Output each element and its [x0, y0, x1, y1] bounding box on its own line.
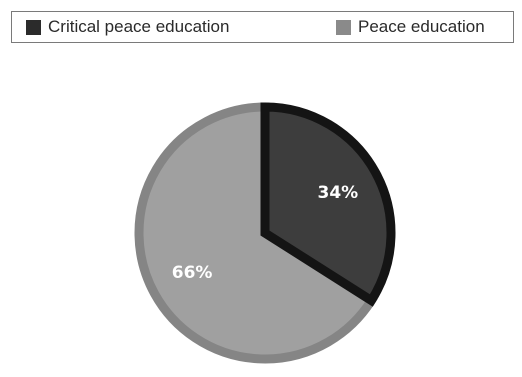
- legend-swatch-critical-peace-education: [26, 19, 41, 35]
- slice-label-peace-education: 66%: [172, 263, 213, 283]
- legend-label-peace-education: Peace education: [358, 17, 485, 36]
- legend-label-critical-peace-education: Critical peace education: [48, 17, 230, 36]
- legend-item-critical-peace-education: Critical peace education: [26, 12, 229, 42]
- legend-swatch-peace-education: [336, 19, 351, 35]
- chart-legend: Critical peace education Peace education: [11, 11, 514, 43]
- pie-slice-critical-peace-education: [260, 102, 396, 307]
- legend-item-peace-education: Peace education: [336, 12, 485, 42]
- pie-slice-peace-education: [134, 102, 378, 364]
- slice-label-critical-peace-education: 34%: [318, 183, 359, 203]
